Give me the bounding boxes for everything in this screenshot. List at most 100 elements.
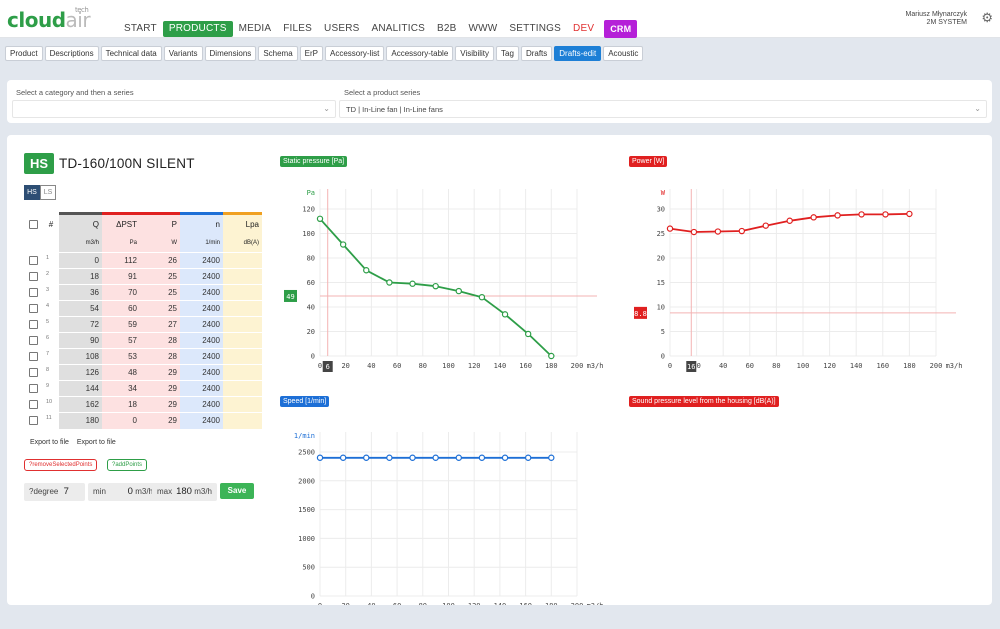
- tab-accessory-table[interactable]: Accessory-table: [386, 46, 454, 61]
- row-checkbox[interactable]: [29, 336, 38, 346]
- x-tick-label: 200: [930, 362, 943, 370]
- top-bar: cloudair tech START PRODUCTS MEDIA FILES …: [0, 0, 1000, 38]
- x-tick-label: 60: [393, 602, 401, 605]
- remove-points-button[interactable]: ?removeSelectedPoints: [24, 459, 98, 471]
- app-logo[interactable]: cloudair tech: [7, 6, 91, 32]
- max-field[interactable]: max 180 m3/h: [152, 483, 217, 501]
- nav-dev[interactable]: DEV: [573, 23, 595, 34]
- data-point: [882, 211, 889, 218]
- tab-product[interactable]: Product: [5, 46, 43, 61]
- table-row[interactable]: 11 180 0 29 2400: [24, 412, 262, 429]
- toggle-hs[interactable]: HS: [24, 185, 40, 200]
- category-select-label: Select a category and then a series: [16, 88, 134, 97]
- nav-products[interactable]: PRODUCTS: [162, 21, 233, 37]
- nav-crm[interactable]: CRM: [604, 20, 638, 38]
- cursor-y-label: 8.8: [634, 310, 647, 318]
- category-select[interactable]: ⌄: [12, 100, 336, 118]
- row-checkbox[interactable]: [29, 400, 38, 410]
- data-point: [455, 287, 462, 295]
- product-tabs: Product Descriptions Technical data Vari…: [5, 46, 645, 61]
- x-tick-label: 120: [468, 602, 481, 605]
- tab-variants[interactable]: Variants: [163, 46, 203, 61]
- cursor-x-label: 6: [326, 363, 330, 371]
- chart-title: Static pressure [Pa]: [280, 156, 348, 167]
- x-tick-label: 160: [519, 602, 532, 605]
- nav-settings[interactable]: SETTINGS: [509, 23, 562, 34]
- x-tick-label: 100: [797, 362, 810, 370]
- row-checkbox[interactable]: [29, 272, 38, 282]
- tab-erp[interactable]: ErP: [299, 46, 324, 61]
- nav-www[interactable]: WWW: [468, 23, 498, 34]
- draft-editor: HS TD-160/100N SILENT HS LS # Q ΔPST P n…: [7, 135, 992, 605]
- table-row[interactable]: 4 54 60 25 2400: [24, 300, 262, 317]
- data-point: [738, 227, 746, 235]
- tab-acoustic[interactable]: Acoustic: [603, 46, 644, 61]
- nav-users[interactable]: USERS: [324, 23, 360, 34]
- table-row[interactable]: 3 36 70 25 2400: [24, 284, 262, 301]
- data-point: [714, 228, 722, 235]
- chart-title: Power [W]: [629, 156, 668, 167]
- y-tick-label: 500: [302, 564, 315, 572]
- data-point: [432, 282, 439, 290]
- tab-accessory-list[interactable]: Accessory-list: [325, 46, 385, 61]
- export-button[interactable]: Export to file: [76, 439, 116, 446]
- tab-drafts-edit[interactable]: Drafts-edit: [554, 46, 602, 61]
- add-points-button[interactable]: ?addPoints: [107, 459, 148, 471]
- user-name: Mariusz Młynarczyk: [905, 11, 967, 18]
- sound-level-chart: Sound pressure level from the housing [d…: [626, 393, 971, 423]
- tab-drafts[interactable]: Drafts: [520, 46, 553, 61]
- table-row[interactable]: 5 72 59 27 2400: [24, 316, 262, 333]
- unit-n: 1/min: [180, 234, 223, 253]
- toggle-ls[interactable]: LS: [40, 185, 56, 200]
- table-row[interactable]: 1 0 112 26 2400: [24, 252, 262, 269]
- select-all-checkbox[interactable]: [29, 220, 38, 230]
- x-tick-label: 40: [367, 362, 375, 370]
- degree-field[interactable]: ?degree 7: [24, 483, 85, 501]
- x-tick-label: 0: [318, 602, 322, 605]
- tab-descriptions[interactable]: Descriptions: [44, 46, 99, 61]
- row-checkbox[interactable]: [29, 416, 38, 426]
- table-row[interactable]: 10 162 18 29 2400: [24, 396, 262, 413]
- y-unit-label: Pa: [307, 189, 315, 197]
- speed-toggle: HS LS: [24, 185, 56, 200]
- nav-b2b[interactable]: B2B: [436, 23, 457, 34]
- nav-media[interactable]: MEDIA: [238, 23, 272, 34]
- unit-lpa: dB(A): [223, 234, 262, 253]
- row-checkbox[interactable]: [29, 368, 38, 378]
- data-point: [810, 214, 817, 221]
- save-button[interactable]: Save: [220, 483, 254, 499]
- series-select[interactable]: TD | In-Line fan | In-Line fans ⌄: [339, 100, 987, 118]
- y-tick-label: 40: [307, 304, 315, 312]
- nav-files[interactable]: FILES: [283, 23, 313, 34]
- table-row[interactable]: 2 18 91 25 2400: [24, 268, 262, 285]
- table-row[interactable]: 9 144 34 29 2400: [24, 380, 262, 397]
- table-row[interactable]: 6 90 57 28 2400: [24, 332, 262, 349]
- row-checkbox[interactable]: [29, 304, 38, 314]
- y-tick-label: 20: [657, 255, 665, 263]
- row-checkbox[interactable]: [29, 320, 38, 330]
- row-checkbox[interactable]: [29, 384, 38, 394]
- x-tick-label: 20: [692, 362, 700, 370]
- data-point: [339, 454, 347, 461]
- tab-schema[interactable]: Schema: [258, 46, 298, 61]
- col-p: P: [140, 212, 180, 235]
- tab-visibility[interactable]: Visibility: [455, 46, 495, 61]
- user-info[interactable]: Mariusz Młynarczyk 2M SYSTEM: [906, 11, 967, 27]
- gear-icon[interactable]: ⚙: [981, 10, 993, 25]
- row-checkbox[interactable]: [29, 288, 38, 298]
- tab-dimensions[interactable]: Dimensions: [204, 46, 257, 61]
- nav-analitics[interactable]: ANALITICS: [371, 23, 425, 34]
- table-row[interactable]: 7 108 53 28 2400: [24, 348, 262, 365]
- tab-tag[interactable]: Tag: [496, 46, 519, 61]
- tab-technical-data[interactable]: Technical data: [100, 46, 162, 61]
- x-tick-label: 80: [419, 602, 427, 605]
- table-row[interactable]: 8 126 48 29 2400: [24, 364, 262, 381]
- export-button[interactable]: Export to file: [30, 439, 69, 446]
- y-tick-label: 1000: [298, 535, 315, 543]
- y-tick-label: 1500: [298, 506, 315, 514]
- row-checkbox[interactable]: [29, 256, 38, 266]
- min-field[interactable]: min 0 m3/h: [88, 483, 158, 501]
- y-tick-label: 80: [307, 255, 315, 263]
- row-checkbox[interactable]: [29, 352, 38, 362]
- nav-start[interactable]: START: [124, 23, 157, 34]
